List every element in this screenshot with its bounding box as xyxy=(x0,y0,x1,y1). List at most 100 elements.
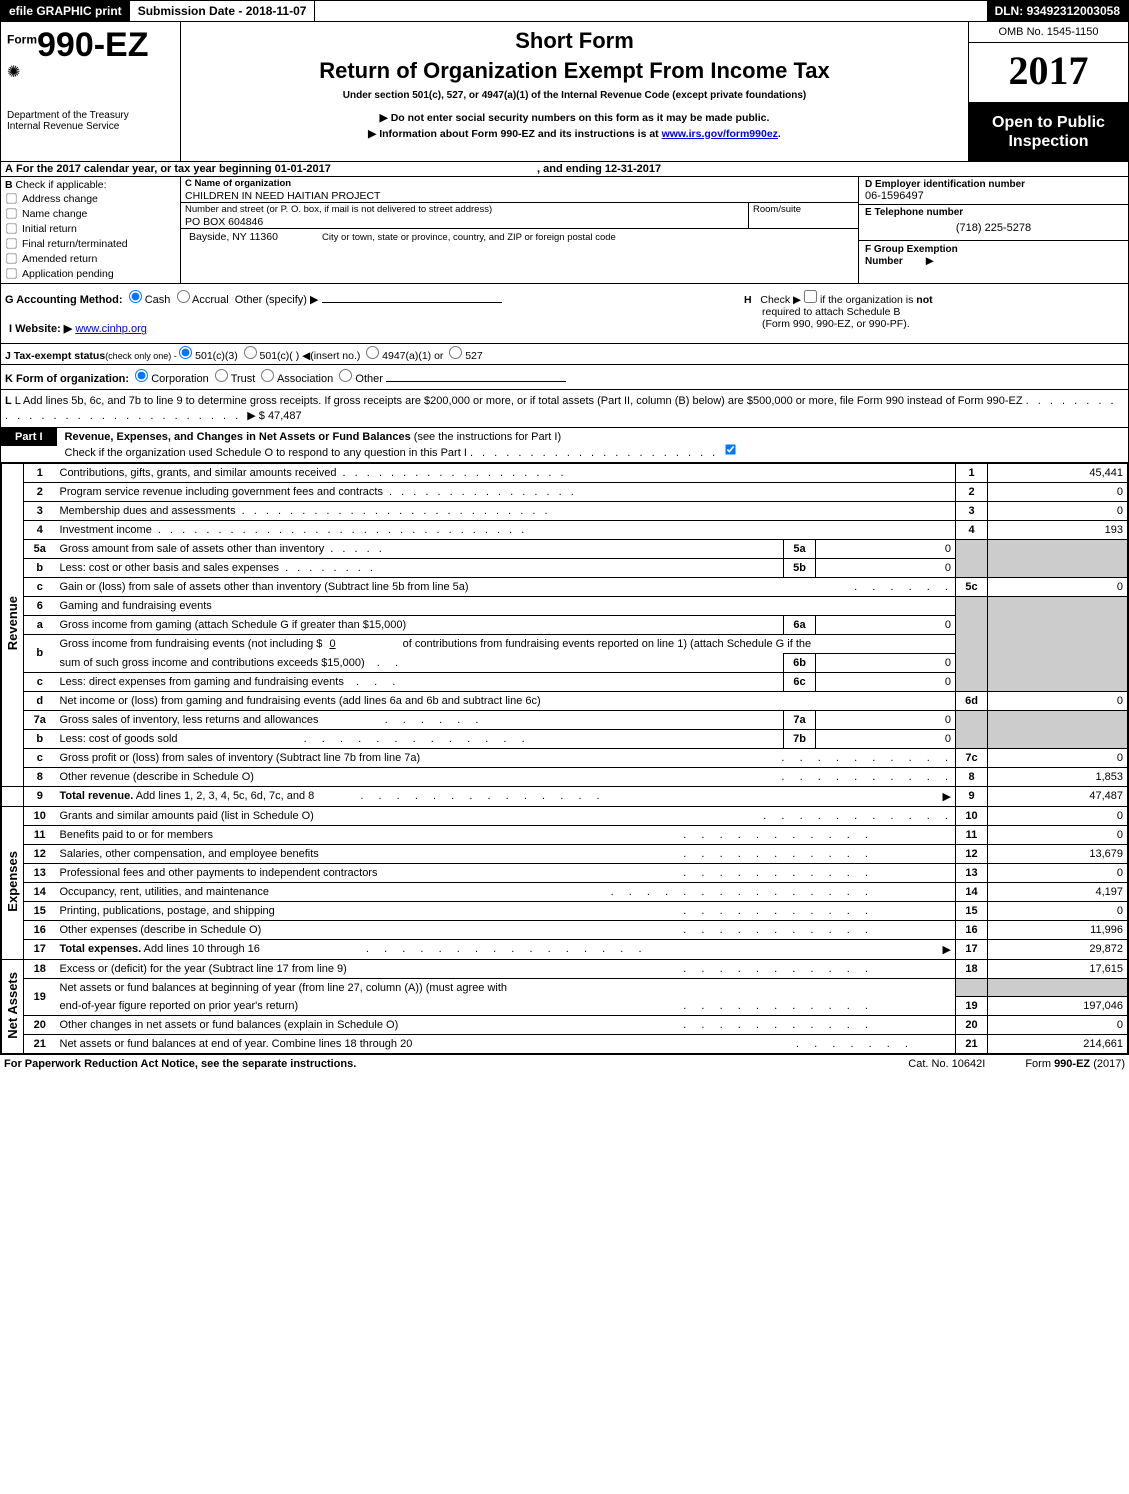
under-section-text: Under section 501(c), 527, or 4947(a)(1)… xyxy=(189,90,960,101)
tax-year: 2017 xyxy=(969,43,1128,103)
desc-text: Professional fees and other payments to … xyxy=(60,867,378,879)
line-desc: Other changes in net assets or fund bala… xyxy=(56,1016,956,1035)
amount: 214,661 xyxy=(988,1035,1128,1054)
checkbox-name-change[interactable] xyxy=(6,209,16,219)
box-num: 16 xyxy=(956,920,988,939)
j-opt1: 501(c)(3) xyxy=(195,350,238,362)
open-public-line2: Inspection xyxy=(973,132,1124,151)
box-num: 18 xyxy=(956,959,988,978)
box-num: 6d xyxy=(956,691,988,710)
section-a-letter: A xyxy=(5,163,13,175)
g-other: Other (specify) ▶ xyxy=(235,294,319,306)
h-label: H xyxy=(744,294,752,306)
box-num: 9 xyxy=(956,786,988,806)
amount: 0 xyxy=(988,825,1128,844)
k-opt-trust: Trust xyxy=(231,373,256,385)
checkbox-address-change[interactable] xyxy=(6,194,16,204)
desc-text: Excess or (deficit) for the year (Subtra… xyxy=(60,963,347,975)
line-5a: 5a Gross amount from sale of assets othe… xyxy=(2,539,1128,558)
line-11: 11 Benefits paid to or for members . . .… xyxy=(2,825,1128,844)
instructions-link[interactable]: www.irs.gov/form990ez xyxy=(662,128,778,140)
line-num: b xyxy=(24,558,56,577)
line-desc: Less: cost of goods sold . . . . . . . .… xyxy=(56,729,784,748)
radio-association[interactable] xyxy=(261,369,274,382)
section-b: B Check if applicable: Address change Na… xyxy=(1,177,181,283)
inner-num: 7a xyxy=(784,710,816,729)
radio-501c[interactable] xyxy=(244,346,257,359)
form-990ez-container: efile GRAPHIC print Submission Date - 20… xyxy=(0,0,1129,1055)
department-text: Department of the Treasury Internal Reve… xyxy=(7,110,174,132)
g-other-blank[interactable] xyxy=(322,302,502,303)
box-num: 7c xyxy=(956,748,988,767)
amount: 17,615 xyxy=(988,959,1128,978)
g-accrual: Accrual xyxy=(192,294,229,306)
line-num: 5a xyxy=(24,539,56,558)
line-num: 19 xyxy=(24,978,56,1016)
check-label: Final return/terminated xyxy=(22,238,128,250)
section-g: G Accounting Method: Cash Accrual Other … xyxy=(5,290,736,337)
radio-501c3[interactable] xyxy=(179,346,192,359)
line-desc: Occupancy, rent, utilities, and maintena… xyxy=(56,882,956,901)
radio-accrual[interactable] xyxy=(177,290,190,303)
paperwork-notice: For Paperwork Reduction Act Notice, see … xyxy=(4,1058,356,1070)
submission-date: Submission Date - 2018-11-07 xyxy=(130,1,316,21)
desc-text: Gross profit or (loss) from sales of inv… xyxy=(60,752,421,764)
box-num: 10 xyxy=(956,806,988,825)
radio-corporation[interactable] xyxy=(135,369,148,382)
line-desc: Gross profit or (loss) from sales of inv… xyxy=(56,748,956,767)
desc-text: Occupancy, rent, utilities, and maintena… xyxy=(60,886,270,898)
efile-print-button[interactable]: efile GRAPHIC print xyxy=(1,1,130,21)
checkbox-schedule-o[interactable] xyxy=(726,444,736,454)
k-opt-corp: Corporation xyxy=(151,373,208,385)
radio-527[interactable] xyxy=(449,346,462,359)
desc-text: Other expenses (describe in Schedule O) xyxy=(60,924,262,936)
checkbox-application-pending[interactable] xyxy=(6,269,16,279)
ein-label: D Employer identification number xyxy=(865,179,1122,190)
j-sub: (check only one) - xyxy=(105,351,179,361)
part1-check-text: Check if the organization used Schedule … xyxy=(65,447,467,459)
checkbox-initial-return[interactable] xyxy=(6,224,16,234)
box-num: 20 xyxy=(956,1016,988,1035)
radio-other[interactable] xyxy=(339,369,352,382)
desc-text2: Add lines 1, 2, 3, 4, 5c, 6d, 7c, and 8 xyxy=(133,790,314,802)
amount: 47,487 xyxy=(988,786,1128,806)
website-link[interactable]: www.cinhp.org xyxy=(75,323,147,335)
public-notice: ▶Do not enter social security numbers on… xyxy=(189,111,960,143)
radio-trust[interactable] xyxy=(215,369,228,382)
line-desc: Gross sales of inventory, less returns a… xyxy=(56,710,784,729)
checkbox-final-return[interactable] xyxy=(6,239,16,249)
arrow-icon: ▶ xyxy=(368,128,376,140)
line-12: 12 Salaries, other compensation, and emp… xyxy=(2,844,1128,863)
box-num: 12 xyxy=(956,844,988,863)
section-b-label: Check if applicable: xyxy=(16,179,107,191)
line-9: 9 Total revenue. Add lines 1, 2, 3, 4, 5… xyxy=(2,786,1128,806)
short-form-title: Short Form xyxy=(189,28,960,54)
checkbox-amended-return[interactable] xyxy=(6,254,16,264)
line-desc: Less: direct expenses from gaming and fu… xyxy=(56,672,784,691)
checkbox-schedule-b[interactable] xyxy=(804,290,817,303)
inner-num: 6b xyxy=(784,653,816,672)
radio-cash[interactable] xyxy=(129,290,142,303)
line-21: 21 Net assets or fund balances at end of… xyxy=(2,1035,1128,1054)
line-19-bottom: end-of-year figure reported on prior yea… xyxy=(2,997,1128,1016)
desc-text: Other revenue (describe in Schedule O) xyxy=(60,771,254,783)
line-20: 20 Other changes in net assets or fund b… xyxy=(2,1016,1128,1035)
desc-text: Benefits paid to or for members xyxy=(60,829,213,841)
line-num: 3 xyxy=(24,501,56,520)
box-num: 21 xyxy=(956,1035,988,1054)
line-desc: Net income or (loss) from gaming and fun… xyxy=(56,691,956,710)
street-label: Number and street (or P. O. box, if mail… xyxy=(181,203,748,216)
k-other-blank[interactable] xyxy=(386,381,566,382)
line-desc: Gross income from fundraising events (no… xyxy=(56,634,956,653)
tel-label: E Telephone number xyxy=(865,207,1122,218)
section-c-name-label: C Name of organization xyxy=(185,178,291,189)
radio-4947a1[interactable] xyxy=(366,346,379,359)
group-label2: Number xyxy=(865,256,903,267)
submission-date-label: Submission Date - xyxy=(138,4,246,18)
line-num: 10 xyxy=(24,806,56,825)
line-19-top: 19 Net assets or fund balances at beginn… xyxy=(2,978,1128,997)
grey-box xyxy=(956,596,988,691)
line-desc: Gross income from gaming (attach Schedul… xyxy=(56,615,784,634)
check-name-change: Name change xyxy=(5,206,176,221)
amount: 45,441 xyxy=(988,463,1128,482)
